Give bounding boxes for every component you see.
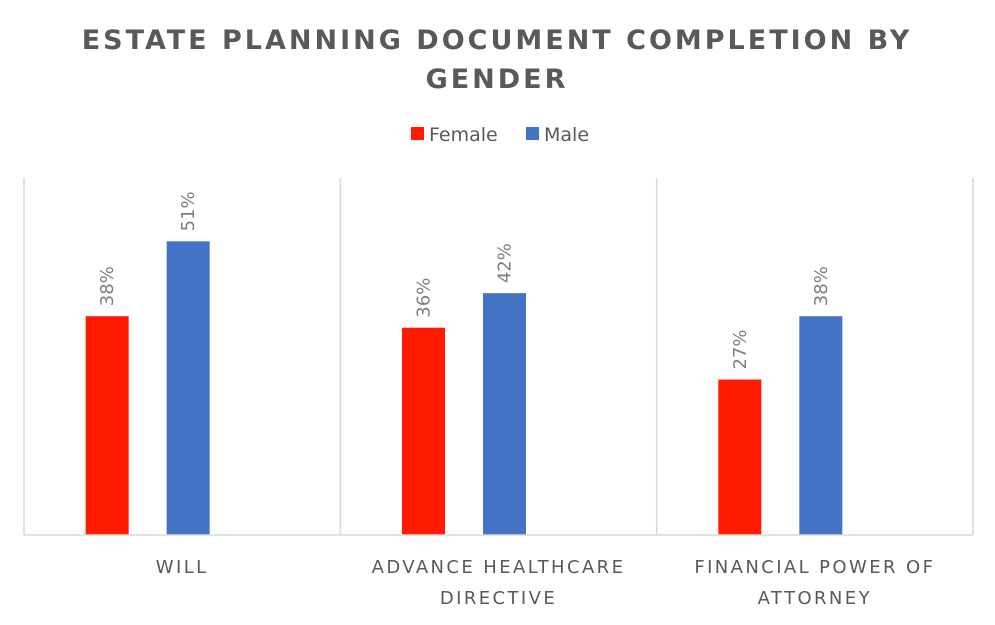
legend-swatch-male bbox=[526, 127, 539, 140]
legend-label-female: Female bbox=[429, 124, 498, 146]
data-label-female: 36% bbox=[414, 278, 435, 318]
chart-title-line: GENDER bbox=[426, 64, 569, 95]
bar-male bbox=[799, 316, 843, 535]
bar-male bbox=[166, 241, 210, 535]
bar-female bbox=[85, 316, 129, 535]
category-label: ADVANCE HEALTHCARE bbox=[372, 557, 626, 578]
bar-female bbox=[402, 327, 445, 535]
bar-male bbox=[483, 293, 526, 535]
chart-title-line: ESTATE PLANNING DOCUMENT COMPLETION BY bbox=[82, 25, 913, 56]
category-label: ATTORNEY bbox=[758, 588, 872, 609]
chart-title: ESTATE PLANNING DOCUMENT COMPLETION BY GE… bbox=[82, 25, 913, 95]
bar-female bbox=[718, 379, 762, 535]
data-labels: 38% 51% 36% 42% 27% 38% bbox=[97, 191, 832, 369]
legend: Female Male bbox=[411, 124, 589, 146]
data-label-male: 51% bbox=[178, 191, 199, 231]
category-label: WILL bbox=[156, 557, 209, 578]
category-labels: WILL ADVANCE HEALTHCARE DIRECTIVE FINANCIAL… bbox=[156, 557, 935, 609]
bars bbox=[85, 241, 843, 535]
category-label: FINANCIAL POWER OF bbox=[694, 557, 935, 578]
data-label-female: 27% bbox=[730, 330, 751, 370]
category-dividers bbox=[23, 178, 974, 535]
data-label-male: 42% bbox=[495, 243, 516, 283]
legend-swatch-female bbox=[411, 127, 424, 140]
data-label-female: 38% bbox=[97, 266, 118, 306]
category-label: DIRECTIVE bbox=[440, 588, 557, 609]
data-label-male: 38% bbox=[811, 266, 832, 306]
legend-label-male: Male bbox=[544, 124, 589, 146]
